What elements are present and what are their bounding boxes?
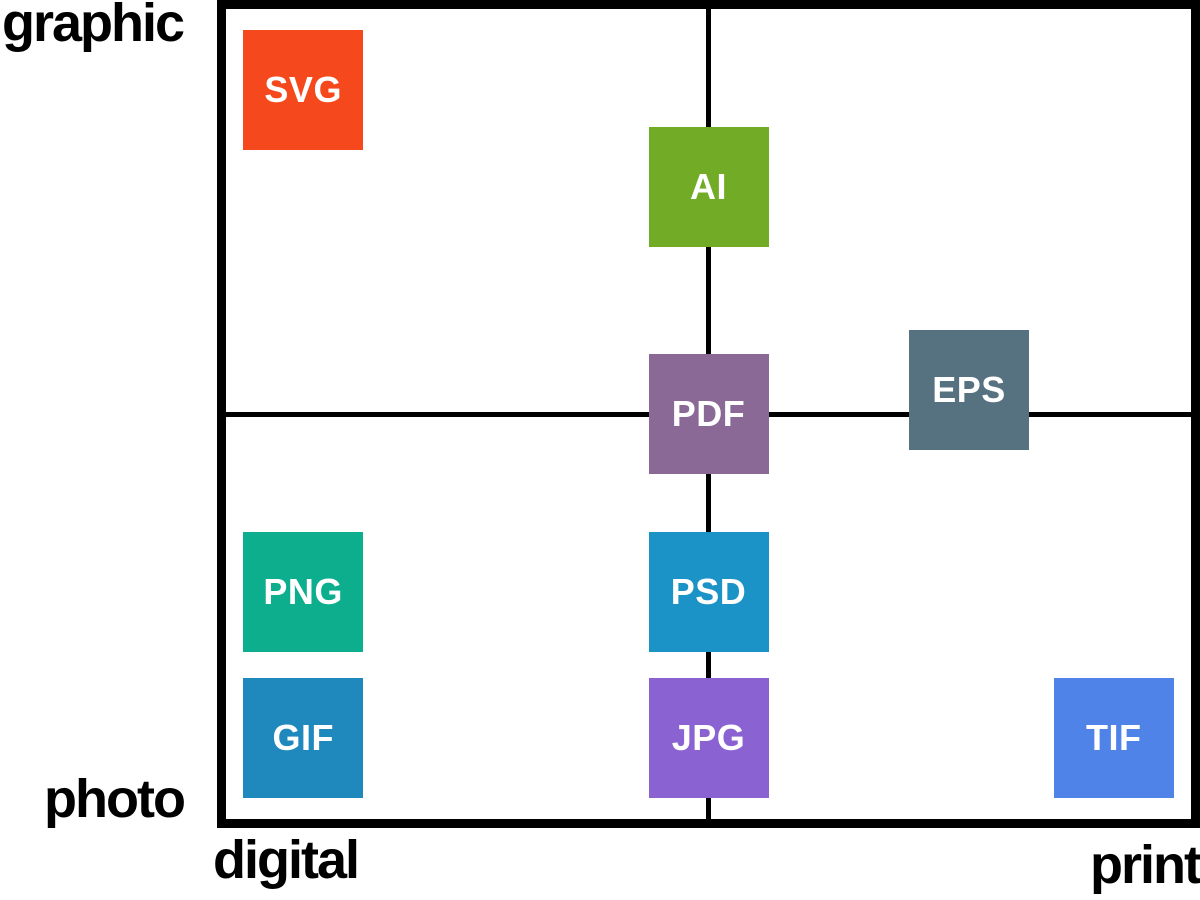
format-tile-label: GIF	[272, 717, 334, 758]
format-tile-label: PDF	[671, 393, 746, 434]
format-tile-png: PNG	[243, 532, 364, 653]
format-tile-eps: EPS	[909, 329, 1030, 450]
format-tile-label: TIF	[1086, 717, 1142, 758]
y-axis-bottom-label: photo	[44, 769, 186, 829]
format-tile-tif: TIF	[1053, 678, 1174, 798]
format-tile-label: PSD	[670, 571, 747, 613]
format-tile-pdf: PDF	[648, 354, 769, 474]
y-axis-top-label: graphic	[2, 0, 185, 53]
format-tile-label: PNG	[263, 571, 343, 613]
format-tile-gif: GIF	[243, 678, 364, 798]
format-tile-label: SVG	[264, 69, 342, 110]
format-tile-psd: PSD	[648, 532, 769, 653]
format-tile-svg: SVG	[243, 30, 364, 150]
format-tile-label: JPG	[671, 717, 746, 758]
plot-area: SVG AI PDF EPS PNG PSD GIF JPG TIF	[217, 0, 1200, 828]
format-tile-jpg: JPG	[648, 678, 769, 798]
format-tile-label: AI	[690, 166, 727, 208]
x-axis-left-label: digital	[213, 830, 360, 890]
x-axis-right-label: print	[1090, 835, 1200, 895]
format-tile-ai: AI	[648, 127, 769, 248]
format-tile-label: EPS	[932, 368, 1006, 410]
plot-points: SVG AI PDF EPS PNG PSD GIF JPG TIF	[226, 9, 1191, 819]
